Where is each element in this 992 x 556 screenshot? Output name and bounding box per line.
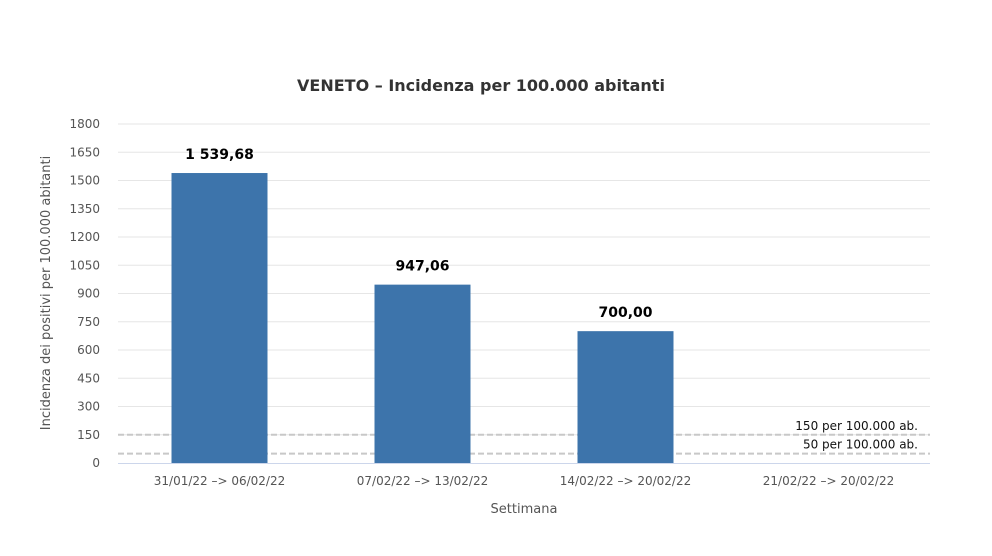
- reference-line-label: 150 per 100.000 ab.: [795, 419, 918, 433]
- reference-line-label: 50 per 100.000 ab.: [803, 438, 918, 452]
- y-tick-label: 0: [92, 456, 100, 470]
- data-label: 947,06: [395, 259, 449, 275]
- x-tick-label: 07/02/22 –> 13/02/22: [357, 474, 488, 488]
- y-tick-label: 1350: [69, 202, 100, 216]
- x-tick-label: 21/02/22 –> 20/02/22: [763, 474, 894, 488]
- y-tick-label: 1200: [69, 230, 100, 244]
- y-tick-label: 900: [77, 287, 100, 301]
- y-tick-label: 600: [77, 343, 100, 357]
- y-tick-label: 1800: [69, 117, 100, 131]
- y-axis-label: Incidenza dei positivi per 100.000 abita…: [39, 156, 54, 430]
- y-tick-label: 450: [77, 371, 100, 385]
- y-tick-label: 1050: [69, 258, 100, 272]
- bar[interactable]: [374, 284, 471, 463]
- x-axis-label: Settimana: [491, 502, 558, 517]
- y-tick-label: 750: [77, 315, 100, 329]
- y-axis-ticks: 0 150 300 450 600 750 900 1050 1200 1350 1500 1650 1…: [69, 117, 100, 470]
- y-tick-label: 300: [77, 400, 100, 414]
- y-tick-label: 1650: [69, 145, 100, 159]
- bar[interactable]: [577, 331, 674, 463]
- x-axis-ticks: 31/01/22 –> 06/02/22 07/02/22 –> 13/02/22…: [154, 474, 894, 488]
- bar[interactable]: [171, 173, 268, 464]
- y-tick-label: 150: [77, 428, 100, 442]
- y-tick-label: 1500: [69, 174, 100, 188]
- chart-title: VENETO – Incidenza per 100.000 abitanti: [297, 76, 665, 95]
- data-label: 1 539,68: [185, 147, 254, 163]
- data-labels: 1 539,68 947,06 700,00: [185, 147, 653, 321]
- data-label: 700,00: [598, 305, 652, 321]
- x-tick-label: 31/01/22 –> 06/02/22: [154, 474, 285, 488]
- bars: [171, 173, 674, 464]
- x-tick-label: 14/02/22 –> 20/02/22: [560, 474, 691, 488]
